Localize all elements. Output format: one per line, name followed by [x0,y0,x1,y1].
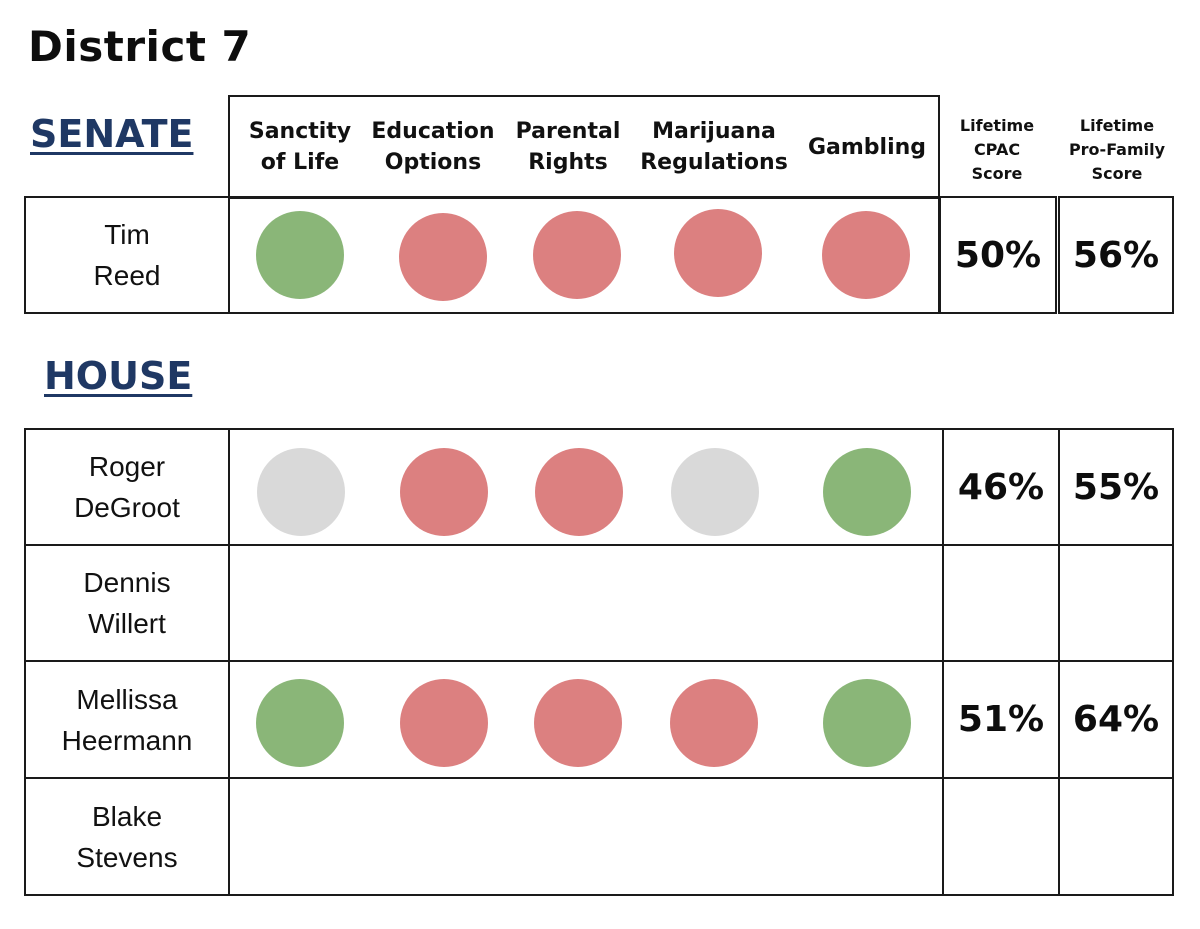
header-profamily-score: Lifetime Pro-Family Score [1068,116,1166,183]
candidate-first-name: Blake [91,800,163,832]
header-sanctity-of-life: Sanctity of Life [248,119,352,175]
vote-dot-oppose [400,679,488,767]
vote-dot-support [823,679,911,767]
cpac-score: 46% [942,428,1060,546]
candidate-first-name: Roger [88,451,166,482]
issues-header-box [228,95,940,199]
candidate-name: Blake Stevens [24,777,230,896]
vote-dot-oppose [399,213,487,301]
candidate-last-name: DeGroot [74,492,180,523]
header-parental-rights: Parental Rights [515,119,621,175]
header-marijuana-regulations: Marijuana Regulations [640,119,788,175]
vote-dot-support [256,211,344,299]
candidate-name: Dennis Willert [24,544,230,662]
vote-dot-oppose [533,211,621,299]
vote-dot-oppose [674,209,762,297]
profamily-score [1058,544,1174,662]
votes-cell [228,777,944,896]
vote-dot-neutral [671,448,759,536]
header-gambling: Gambling [807,134,927,160]
vote-dot-oppose [400,448,488,536]
page-title: District 7 [28,22,252,71]
cpac-score [942,544,1060,662]
vote-dot-oppose [535,448,623,536]
senate-heading: SENATE [30,112,194,156]
profamily-score: 64% [1058,660,1174,779]
candidate-name: Mellissa Heermann [24,660,230,779]
candidate-last-name: Reed [93,260,161,291]
candidate-last-name: Stevens [76,841,178,873]
profamily-score: 56% [1058,196,1174,314]
votes-cell [228,544,944,662]
candidate-last-name: Heermann [61,724,193,756]
vote-dot-oppose [822,211,910,299]
candidate-first-name: Tim [104,219,150,250]
vote-dot-neutral [257,448,345,536]
vote-dot-support [256,679,344,767]
candidate-name: Tim Reed [24,196,230,314]
cpac-score: 51% [942,660,1060,779]
cpac-score [942,777,1060,896]
house-heading: HOUSE [44,354,193,398]
vote-dot-support [823,448,911,536]
header-education-options: Education Options [371,119,495,175]
header-cpac-score: Lifetime CPAC Score [959,116,1035,183]
candidate-last-name: Willert [88,608,166,639]
profamily-score: 55% [1058,428,1174,546]
vote-dot-oppose [534,679,622,767]
cpac-score: 50% [939,196,1057,314]
candidate-first-name: Mellissa [76,683,178,715]
candidate-name: Roger DeGroot [24,428,230,546]
vote-dot-oppose [670,679,758,767]
profamily-score [1058,777,1174,896]
candidate-first-name: Dennis [83,567,171,598]
